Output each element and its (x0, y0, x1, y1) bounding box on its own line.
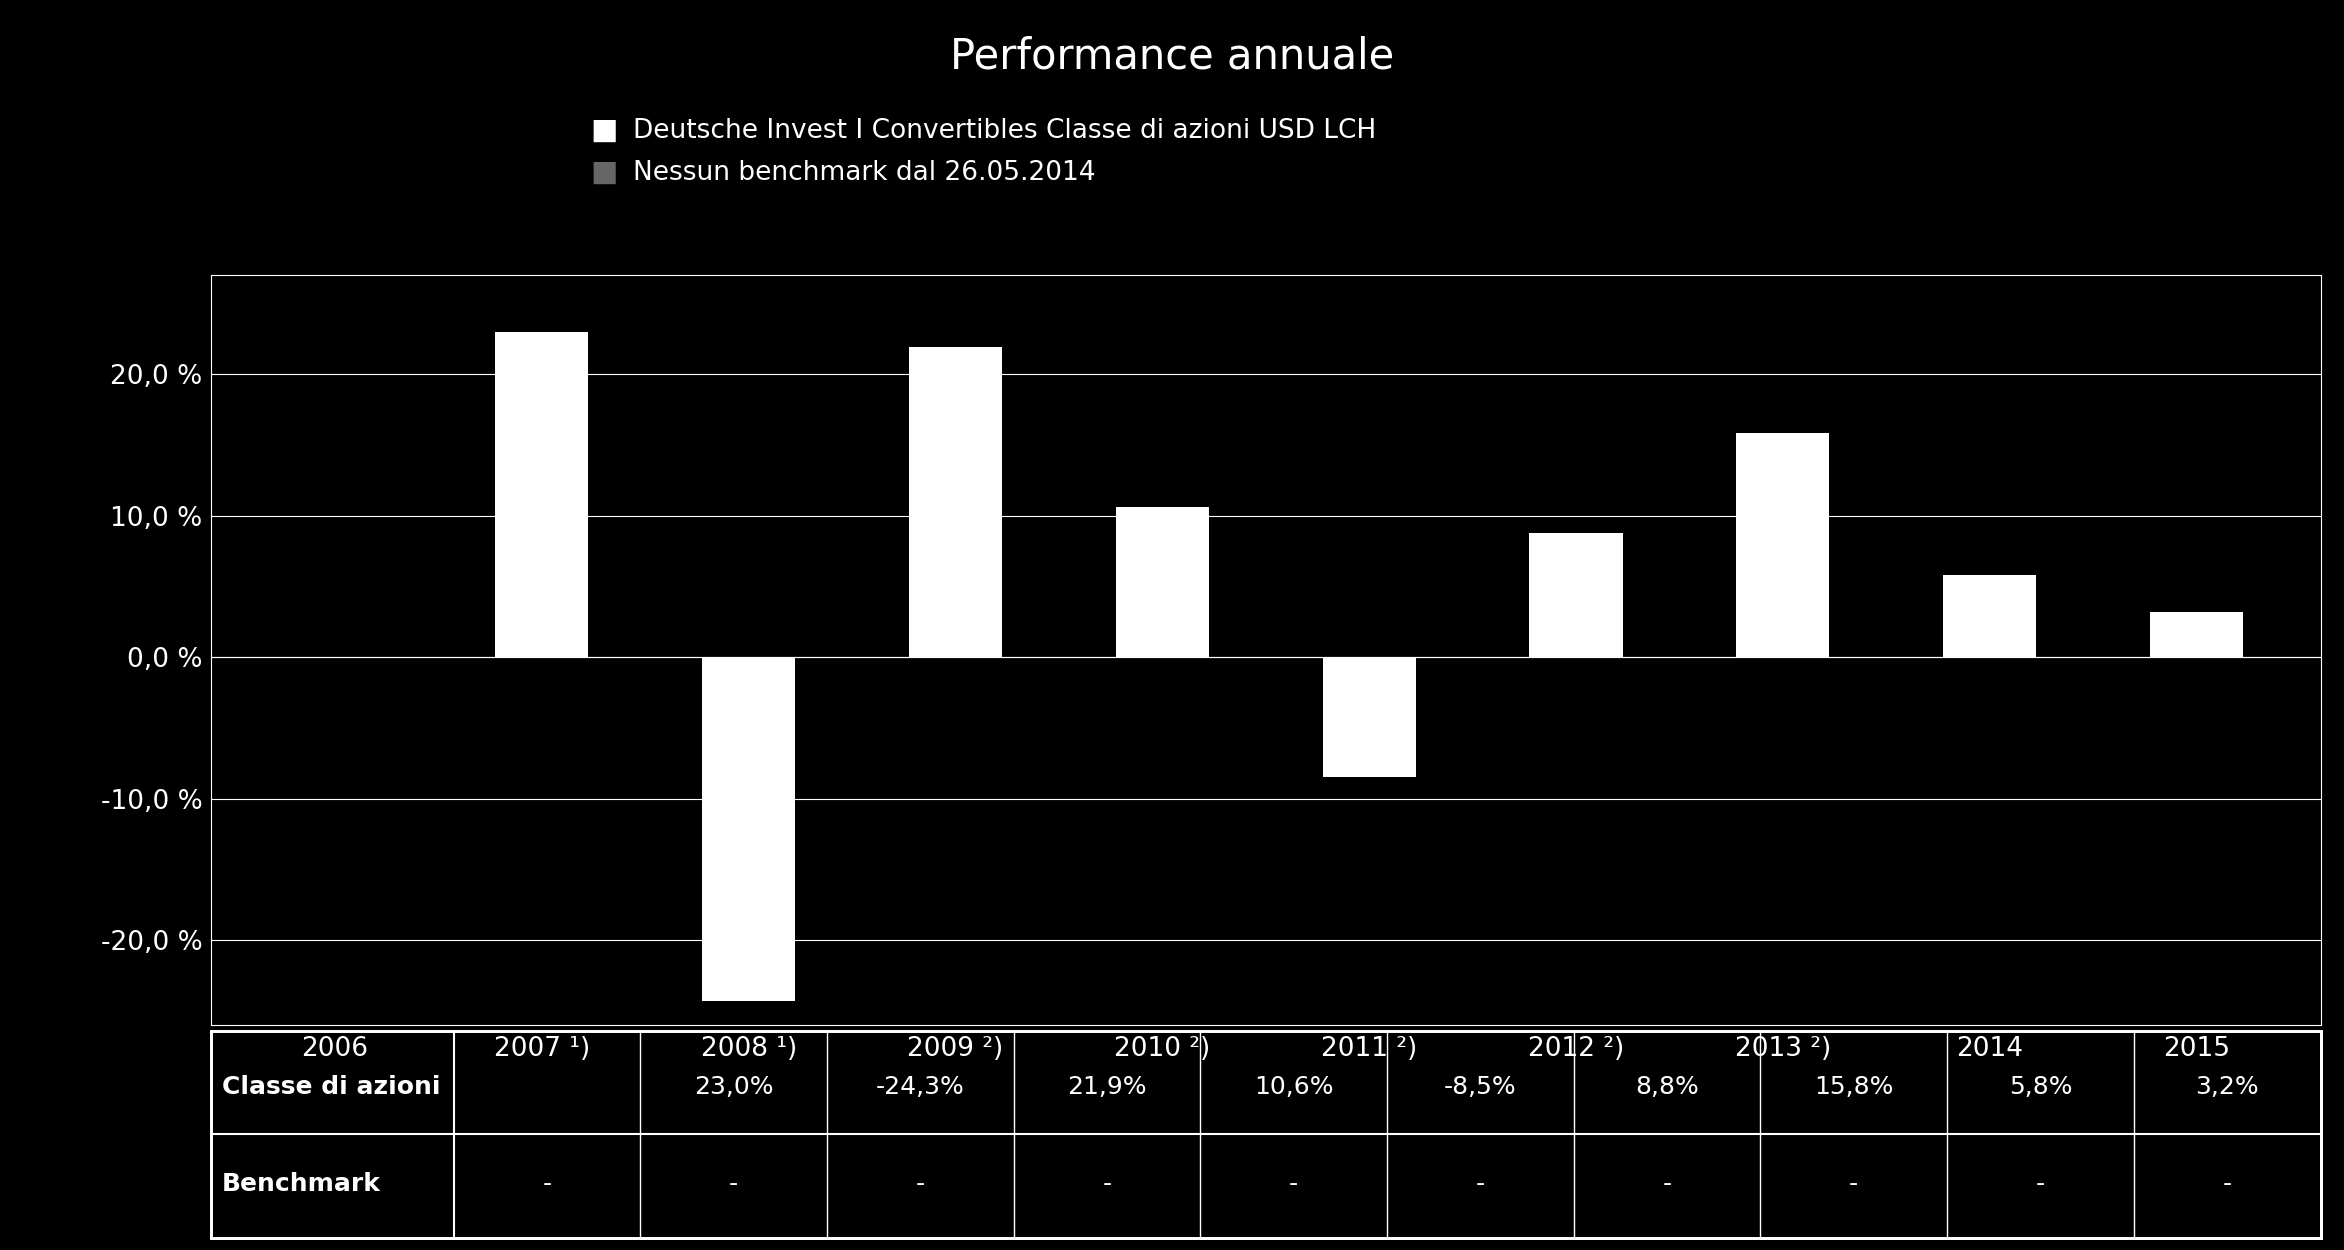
Bar (2149, 611, 2243, 658)
Bar (495, 331, 588, 658)
Text: -: - (2037, 1172, 2044, 1196)
Text: 23,0%: 23,0% (694, 1075, 774, 1099)
Bar (1116, 508, 1210, 658)
Text: ■: ■ (591, 118, 619, 145)
Text: Nessun benchmark dal 26.05.2014: Nessun benchmark dal 26.05.2014 (633, 160, 1095, 185)
Text: Deutsche Invest I Convertibles Classe di azioni USD LCH: Deutsche Invest I Convertibles Classe di… (633, 119, 1376, 144)
Text: Performance annuale: Performance annuale (949, 35, 1395, 78)
Text: -: - (917, 1172, 926, 1196)
Text: 8,8%: 8,8% (1636, 1075, 1699, 1099)
Bar (909, 348, 1003, 658)
Text: ■: ■ (591, 159, 619, 186)
Bar (1528, 532, 1622, 658)
Text: -: - (2222, 1172, 2231, 1196)
Bar (1322, 658, 1416, 778)
Text: 5,8%: 5,8% (2009, 1075, 2072, 1099)
Text: -: - (1102, 1172, 1111, 1196)
Text: Benchmark: Benchmark (220, 1172, 380, 1196)
Text: Classe di azioni: Classe di azioni (220, 1075, 441, 1099)
Text: -: - (729, 1172, 738, 1196)
Text: 15,8%: 15,8% (1814, 1075, 1894, 1099)
Text: -8,5%: -8,5% (1444, 1075, 1517, 1099)
Text: -: - (1477, 1172, 1486, 1196)
Text: -: - (1289, 1172, 1299, 1196)
Text: -: - (1662, 1172, 1671, 1196)
Text: 10,6%: 10,6% (1254, 1075, 1334, 1099)
Text: -: - (541, 1172, 551, 1196)
Bar (1737, 434, 1828, 658)
Text: -: - (1849, 1172, 1859, 1196)
Text: 3,2%: 3,2% (2196, 1075, 2260, 1099)
Bar (1943, 575, 2037, 658)
Text: 21,9%: 21,9% (1067, 1075, 1146, 1099)
Bar (703, 658, 795, 1001)
Text: -24,3%: -24,3% (877, 1075, 966, 1099)
